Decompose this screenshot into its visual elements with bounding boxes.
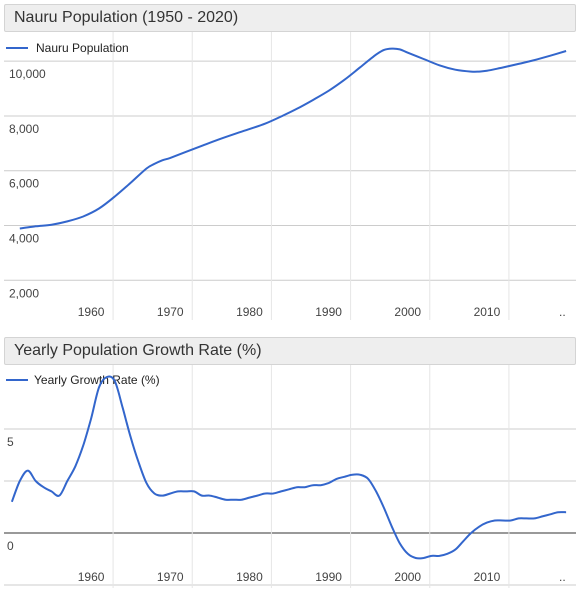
population-line-chart: Nauru Population 2,000 4,000 6,000 8,000 10,… (4, 32, 576, 320)
y-tick-label: 4,000 (9, 232, 39, 246)
population-chart-header: Nauru Population (1950 - 2020) (4, 4, 576, 32)
growth-x-ticks: 1960 1970 1980 1990 2000 2010 (78, 570, 501, 584)
population-x-end-marker: .. (559, 305, 566, 319)
growth-gridlines (4, 365, 576, 588)
growth-chart-title: Yearly Population Growth Rate (%) (14, 342, 262, 359)
y-tick-label: 2,000 (9, 286, 39, 300)
x-tick-label: 1970 (157, 570, 184, 584)
x-tick-label: 1960 (78, 305, 105, 319)
y-tick-label: 6,000 (9, 177, 39, 191)
y-tick-label: 5 (7, 435, 14, 449)
x-tick-label: 2010 (474, 570, 501, 584)
x-tick-label: 2000 (394, 305, 421, 319)
growth-y-ticks: 05 (7, 435, 14, 553)
x-tick-label: 1990 (315, 305, 342, 319)
growth-chart-panel: Yearly Population Growth Rate (%) Yearly… (4, 337, 576, 588)
growth-legend-label: Yearly Growth Rate (%) (34, 373, 160, 387)
population-y-ticks: 2,000 4,000 6,000 8,000 10,000 (9, 67, 46, 300)
growth-series-line (10, 375, 567, 560)
x-tick-label: 2000 (394, 570, 421, 584)
x-tick-label: 1980 (236, 305, 263, 319)
x-tick-label: 1970 (157, 305, 184, 319)
population-gridlines (4, 32, 576, 320)
population-legend-label: Nauru Population (36, 41, 129, 55)
population-x-ticks: 1960 1970 1980 1990 2000 2010 (78, 305, 501, 319)
growth-line-chart: Yearly Growth Rate (%) 05 1960 1970 1980 19… (4, 365, 576, 588)
population-chart-panel: Nauru Population (1950 - 2020) Nauru Pop… (4, 4, 576, 320)
y-tick-label: 8,000 (9, 122, 39, 136)
x-tick-label: 1990 (315, 570, 342, 584)
x-tick-label: 2010 (474, 305, 501, 319)
y-tick-label: 0 (7, 539, 14, 553)
population-series-line (19, 47, 567, 230)
population-chart-title: Nauru Population (1950 - 2020) (14, 9, 239, 26)
growth-x-end-marker: .. (559, 570, 566, 584)
x-tick-label: 1980 (236, 570, 263, 584)
y-tick-label: 10,000 (9, 67, 46, 81)
growth-chart-header: Yearly Population Growth Rate (%) (4, 337, 576, 365)
x-tick-label: 1960 (78, 570, 105, 584)
